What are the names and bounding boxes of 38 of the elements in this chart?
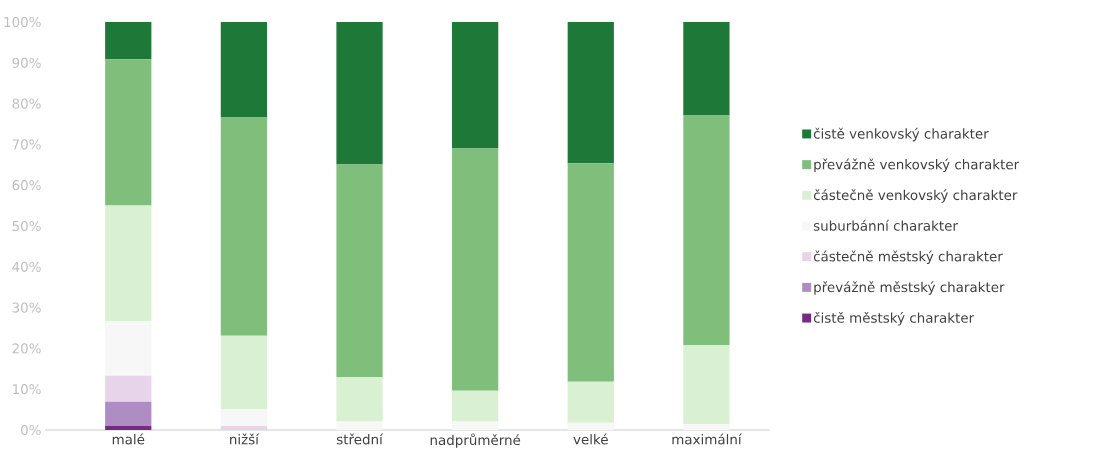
legend-label: čistě městský charakter (813, 311, 975, 326)
bar (105, 401, 152, 426)
bar (683, 22, 730, 116)
bar (567, 22, 614, 164)
y-tick-label: 60% (12, 180, 41, 191)
bar (220, 22, 268, 118)
y-tick-label: 20% (12, 343, 41, 354)
x-tick-label: velké (573, 433, 608, 445)
bar (683, 115, 730, 346)
x-tick-label: malé (112, 433, 145, 445)
y-tick-label: 50% (12, 220, 41, 232)
bar (452, 148, 499, 391)
bar (452, 22, 499, 149)
legend-label: převážně městský charakter (814, 281, 1005, 295)
x-tick-label: maximální (672, 433, 742, 445)
y-tick-label: 90% (12, 57, 41, 68)
bar (336, 22, 383, 165)
legend-label: částečně městský charakter (813, 250, 1003, 265)
x-tick-label: nižší (230, 433, 260, 445)
x-tick-label: střední (336, 433, 384, 445)
x-tick-label: nadprůměrné (430, 433, 521, 448)
legend-label: převážně venkovský charakter (814, 158, 1020, 173)
bar (105, 425, 152, 430)
bar (220, 117, 268, 336)
y-tick-label: 0% (21, 424, 41, 436)
y-tick-label: 80% (12, 98, 41, 109)
y-tick-label: 70% (12, 139, 41, 150)
y-tick-label: 40% (12, 261, 41, 272)
y-tick-label: 10% (13, 384, 41, 395)
legend-label: suburbánní charakter (813, 219, 958, 231)
legend-label: čistě venkovský charakter (813, 127, 989, 142)
bar (105, 22, 152, 60)
y-tick-label: 100% (4, 16, 41, 28)
bar (336, 164, 383, 377)
y-tick-label: 30% (12, 302, 41, 313)
bar (567, 163, 614, 382)
legend-label: částečně venkovský charakter (813, 189, 1018, 203)
bar (105, 59, 152, 206)
